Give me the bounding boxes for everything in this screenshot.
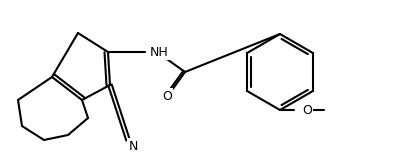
Text: O: O [162, 89, 172, 102]
Text: NH: NH [150, 45, 169, 58]
Text: N: N [128, 139, 138, 153]
Text: O: O [302, 103, 312, 117]
